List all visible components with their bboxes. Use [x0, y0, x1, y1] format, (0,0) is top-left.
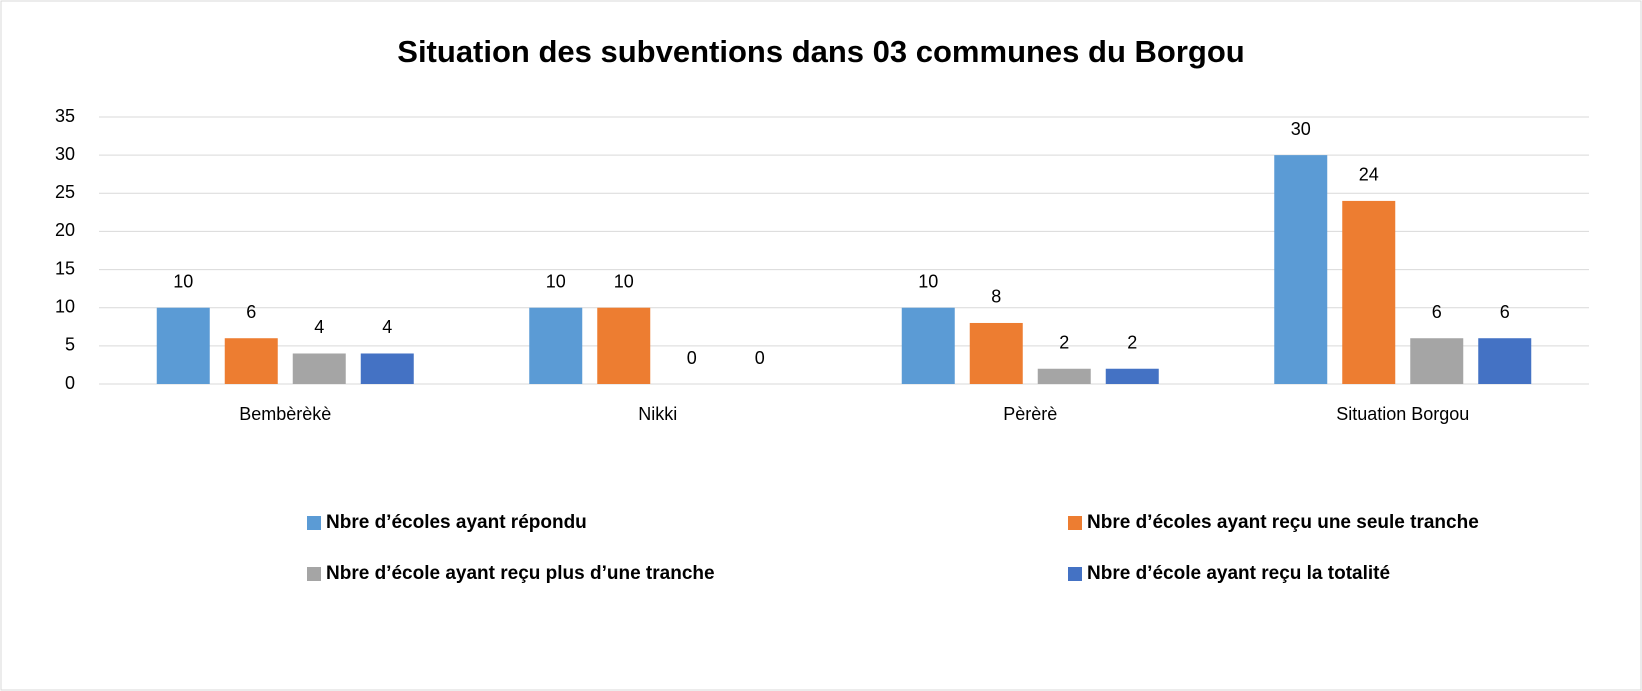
bar [1342, 200, 1396, 384]
data-label: 6 [1500, 302, 1510, 322]
legend-swatch [307, 567, 321, 581]
legend-swatch [307, 516, 321, 530]
bar [156, 307, 210, 384]
data-label: 10 [918, 271, 938, 291]
x-tick-label: Bembèrèkè [239, 404, 331, 424]
chart-title: Situation des subventions dans 03 commun… [397, 34, 1244, 69]
bar [1274, 155, 1328, 384]
data-label: 30 [1291, 119, 1311, 139]
legend-label: Nbre d’écoles ayant répondu [326, 512, 587, 533]
legend-label: Nbre d’école ayant reçu plus d’une tranc… [326, 563, 715, 584]
data-label: 0 [687, 348, 697, 368]
y-tick-label: 5 [65, 335, 75, 355]
y-tick-label: 10 [55, 296, 75, 316]
data-label: 4 [314, 317, 324, 337]
data-label: 4 [382, 317, 392, 337]
y-tick-label: 20 [55, 220, 75, 240]
data-label: 10 [546, 271, 566, 291]
bar [292, 353, 346, 384]
x-tick-label: Nikki [638, 404, 677, 424]
legend-label: Nbre d’écoles ayant reçu une seule tranc… [1087, 512, 1479, 533]
data-label: 24 [1359, 165, 1379, 185]
bar [1478, 338, 1532, 384]
bar [1410, 338, 1464, 384]
legend-label: Nbre d’école ayant reçu la totalité [1087, 563, 1390, 584]
data-label: 6 [1432, 302, 1442, 322]
bar [224, 338, 278, 384]
y-tick-label: 15 [55, 258, 75, 278]
y-tick-label: 0 [65, 373, 75, 393]
x-tick-label: Pèrèrè [1003, 404, 1057, 424]
legend-swatch [1068, 567, 1082, 581]
data-label: 10 [173, 271, 193, 291]
data-label: 2 [1059, 332, 1069, 352]
y-tick-label: 25 [55, 182, 75, 202]
bar [597, 307, 651, 384]
y-tick-label: 35 [55, 106, 75, 126]
data-label: 2 [1127, 332, 1137, 352]
bar [360, 353, 414, 384]
data-label: 8 [991, 287, 1001, 307]
bar [901, 307, 955, 384]
data-label: 0 [755, 348, 765, 368]
data-label: 10 [614, 271, 634, 291]
bar [969, 322, 1023, 384]
y-tick-label: 30 [55, 144, 75, 164]
bar [1105, 368, 1159, 384]
x-tick-label: Situation Borgou [1336, 404, 1469, 424]
data-label: 6 [246, 302, 256, 322]
legend-swatch [1068, 516, 1082, 530]
bar [1037, 368, 1091, 384]
bar [529, 307, 583, 384]
